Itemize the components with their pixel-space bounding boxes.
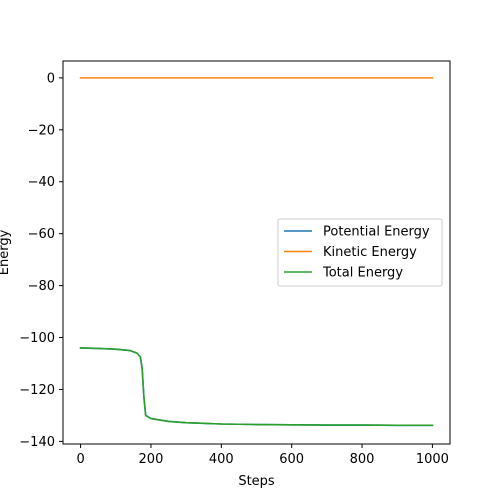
series-line-total-energy (79, 347, 434, 427)
x-tick-label: 0 (76, 452, 84, 467)
plot-frame (62, 60, 451, 445)
x-tick-label: 600 (279, 452, 304, 467)
y-tick-label: −60 (28, 227, 55, 242)
x-tick-label: 1000 (416, 452, 449, 467)
y-tick-label: −40 (28, 175, 55, 190)
x-tick-label: 800 (350, 452, 375, 467)
series-layer (79, 77, 434, 427)
legend-label: Potential Energy (323, 225, 430, 240)
axes-layer: 0 200 400 600 800 1000 0 −20 −40 −60 −80 −100 −120 −1… (0, 60, 451, 489)
y-axis-label: Energy (0, 229, 12, 275)
series-line-potential-energy (79, 347, 434, 427)
y-tick-label: −140 (19, 435, 55, 450)
legend-label: Total Energy (322, 266, 403, 281)
y-tick-label: −80 (28, 279, 55, 294)
x-axis-label: Steps (238, 474, 275, 489)
legend: Potential Energy Kinetic Energy Total Ener… (277, 218, 443, 287)
y-tick-label: −120 (19, 383, 55, 398)
y-tick-label: −100 (19, 331, 55, 346)
x-tick-label: 400 (209, 452, 234, 467)
legend-box (277, 218, 443, 287)
y-tick-label: −20 (28, 123, 55, 138)
legend-label: Kinetic Energy (323, 245, 417, 260)
y-tick-label: 0 (47, 71, 55, 86)
x-tick-label: 200 (139, 452, 164, 467)
